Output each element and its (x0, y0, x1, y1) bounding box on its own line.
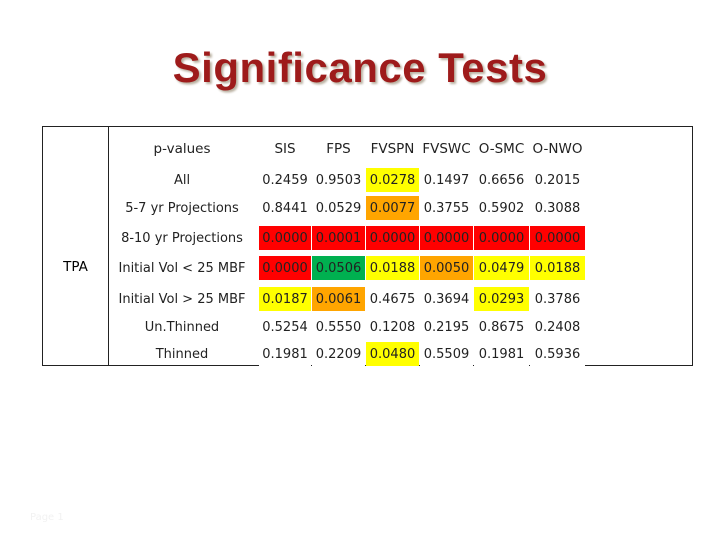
row-label: All (173, 172, 191, 188)
group-label-tpa: TPA (63, 259, 88, 275)
p-value-cell: 0.5936 (530, 342, 585, 366)
p-value-cell: 0.1981 (259, 342, 311, 366)
corner-header: p-values (153, 141, 211, 157)
p-value-cell: 0.3088 (530, 196, 585, 220)
p-value-cell: 0.0000 (259, 256, 311, 280)
p-value-cell: 0.0000 (530, 226, 585, 250)
column-header: O-NWO (532, 141, 583, 157)
row-label: Un.Thinned (144, 319, 220, 335)
p-value-cell: 0.0077 (366, 196, 419, 220)
p-value-cell: 0.0480 (366, 342, 419, 366)
column-header: FVSPN (370, 141, 415, 157)
p-value-cell: 0.0000 (474, 226, 529, 250)
p-value-cell: 0.9503 (312, 168, 365, 192)
p-value-cell: 0.1981 (474, 342, 529, 366)
p-value-cell: 0.5550 (312, 315, 365, 339)
row-label: Thinned (155, 346, 209, 362)
group-divider (108, 127, 109, 365)
p-value-cell: 0.8675 (474, 315, 529, 339)
slide-title: Significance Tests (172, 44, 548, 91)
row-label: Initial Vol > 25 MBF (118, 291, 246, 307)
p-value-cell: 0.0188 (530, 256, 585, 280)
p-value-cell: 0.2195 (420, 315, 473, 339)
p-value-cell: 0.2209 (312, 342, 365, 366)
p-value-cell: 0.0293 (474, 287, 529, 311)
p-value-cell: 0.3694 (420, 287, 473, 311)
row-label: Initial Vol < 25 MBF (118, 260, 246, 276)
p-value-cell: 0.0000 (420, 226, 473, 250)
p-value-cell: 0.0000 (366, 226, 419, 250)
p-value-cell: 0.0278 (366, 168, 419, 192)
p-value-cell: 0.0001 (312, 226, 365, 250)
p-value-cell: 0.5254 (259, 315, 311, 339)
p-value-cell: 0.0050 (420, 256, 473, 280)
p-values-table: TPA p-values SIS FPS FVSPN FVSWC O-SMC O-NWO A… (42, 126, 693, 366)
p-value-cell: 0.2408 (530, 315, 585, 339)
p-value-cell: 0.0506 (312, 256, 365, 280)
p-value-cell: 0.2015 (530, 168, 585, 192)
column-header: O-SMC (478, 141, 525, 157)
column-header: FVSWC (422, 141, 471, 157)
p-value-cell: 0.0188 (366, 256, 419, 280)
p-value-cell: 0.1497 (420, 168, 473, 192)
p-value-cell: 0.0000 (259, 226, 311, 250)
p-value-cell: 0.8441 (259, 196, 311, 220)
p-value-cell: 0.0479 (474, 256, 529, 280)
p-value-cell: 0.2459 (259, 168, 311, 192)
p-value-cell: 0.0061 (312, 287, 365, 311)
column-header: SIS (274, 141, 296, 157)
p-value-cell: 0.1208 (366, 315, 419, 339)
p-value-cell: 0.5509 (420, 342, 473, 366)
slide-number: Page 1 (30, 512, 64, 523)
p-value-cell: 0.4675 (366, 287, 419, 311)
p-value-cell: 0.0187 (259, 287, 311, 311)
p-value-cell: 0.5902 (474, 196, 529, 220)
p-value-cell: 0.0529 (312, 196, 365, 220)
column-header: FPS (326, 141, 351, 157)
row-label: 8-10 yr Projections (121, 230, 243, 246)
p-value-cell: 0.3755 (420, 196, 473, 220)
p-value-cell: 0.6656 (474, 168, 529, 192)
row-label: 5-7 yr Projections (125, 200, 239, 216)
p-value-cell: 0.3786 (530, 287, 585, 311)
